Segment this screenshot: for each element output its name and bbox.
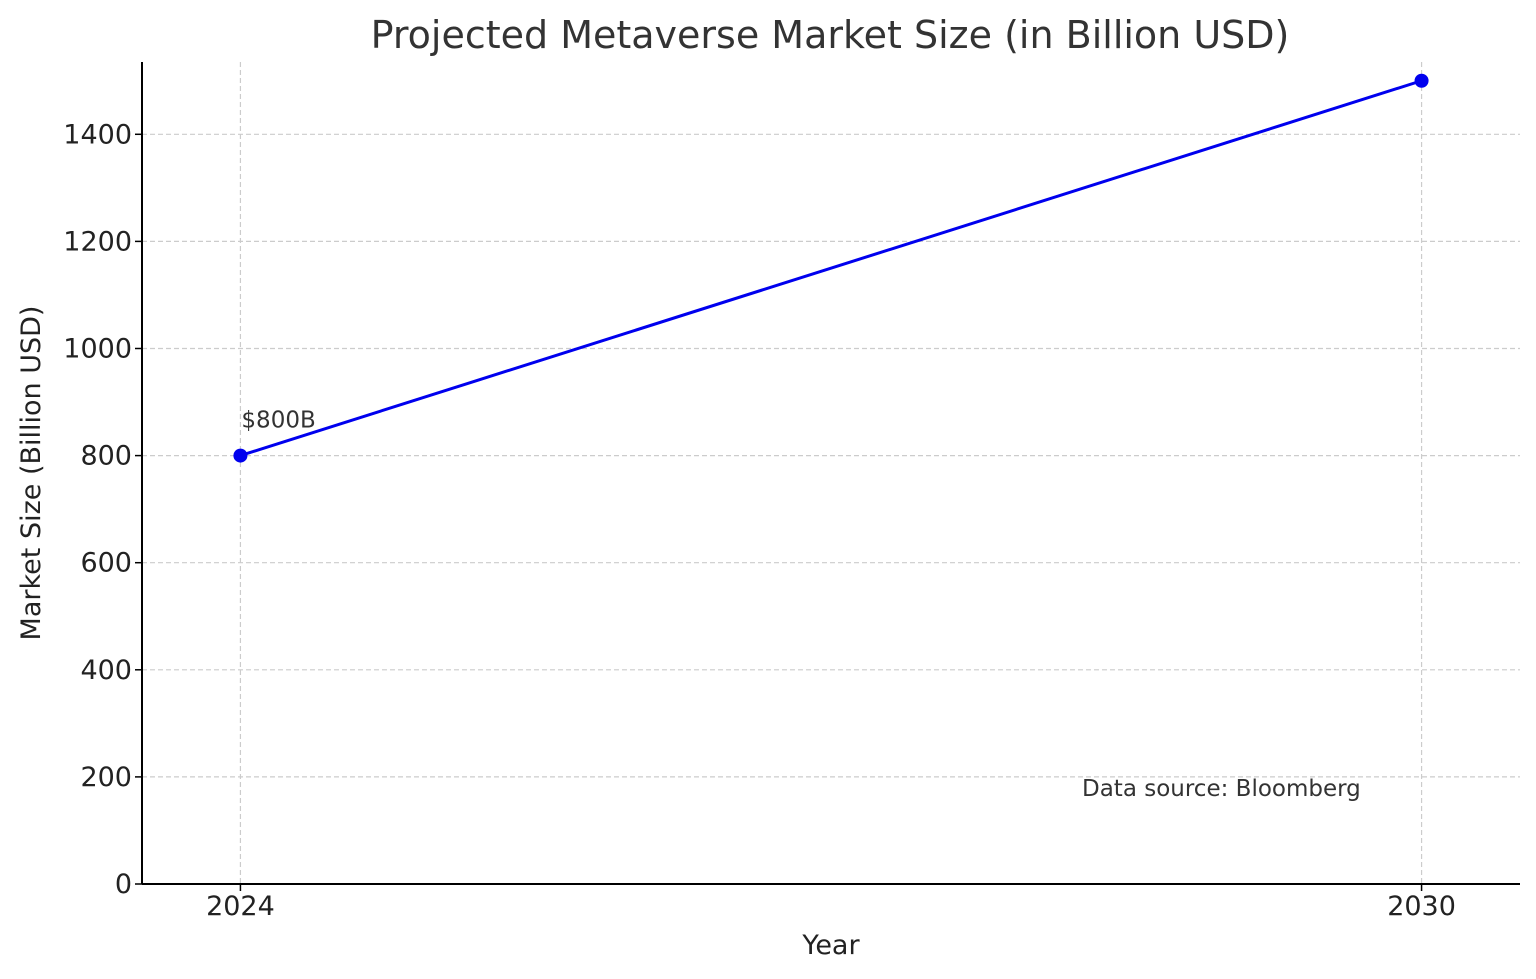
data-point-2024	[233, 448, 248, 463]
series-line	[239, 79, 1423, 458]
annotation-800b: $800B	[241, 408, 315, 434]
x-tick-label: 2030	[1387, 891, 1456, 922]
data-point-2030	[1414, 73, 1429, 88]
tick-labels: 0 200 400 600 800 1000 1200 1400 2024 2030	[63, 119, 1456, 922]
y-axis-label: Market Size (Billion USD)	[16, 306, 47, 641]
data-source-note: Data source: Bloomberg	[1082, 776, 1361, 802]
series	[233, 73, 1429, 463]
y-tick-label: 1400	[63, 119, 132, 150]
grid	[142, 62, 1520, 884]
y-tick-label: 200	[80, 762, 132, 793]
y-tick-label: 1000	[63, 333, 132, 364]
y-tick-label: 600	[80, 548, 132, 579]
chart-title: Projected Metaverse Market Size (in Bill…	[371, 13, 1290, 57]
x-tick-label: 2024	[206, 891, 275, 922]
y-tick-label: 400	[80, 655, 132, 686]
x-axis-label: Year	[801, 930, 860, 961]
y-tick-label: 800	[80, 441, 132, 472]
y-tick-label: 1200	[63, 226, 132, 257]
y-tick-label: 0	[115, 869, 132, 900]
axes	[141, 62, 1520, 885]
